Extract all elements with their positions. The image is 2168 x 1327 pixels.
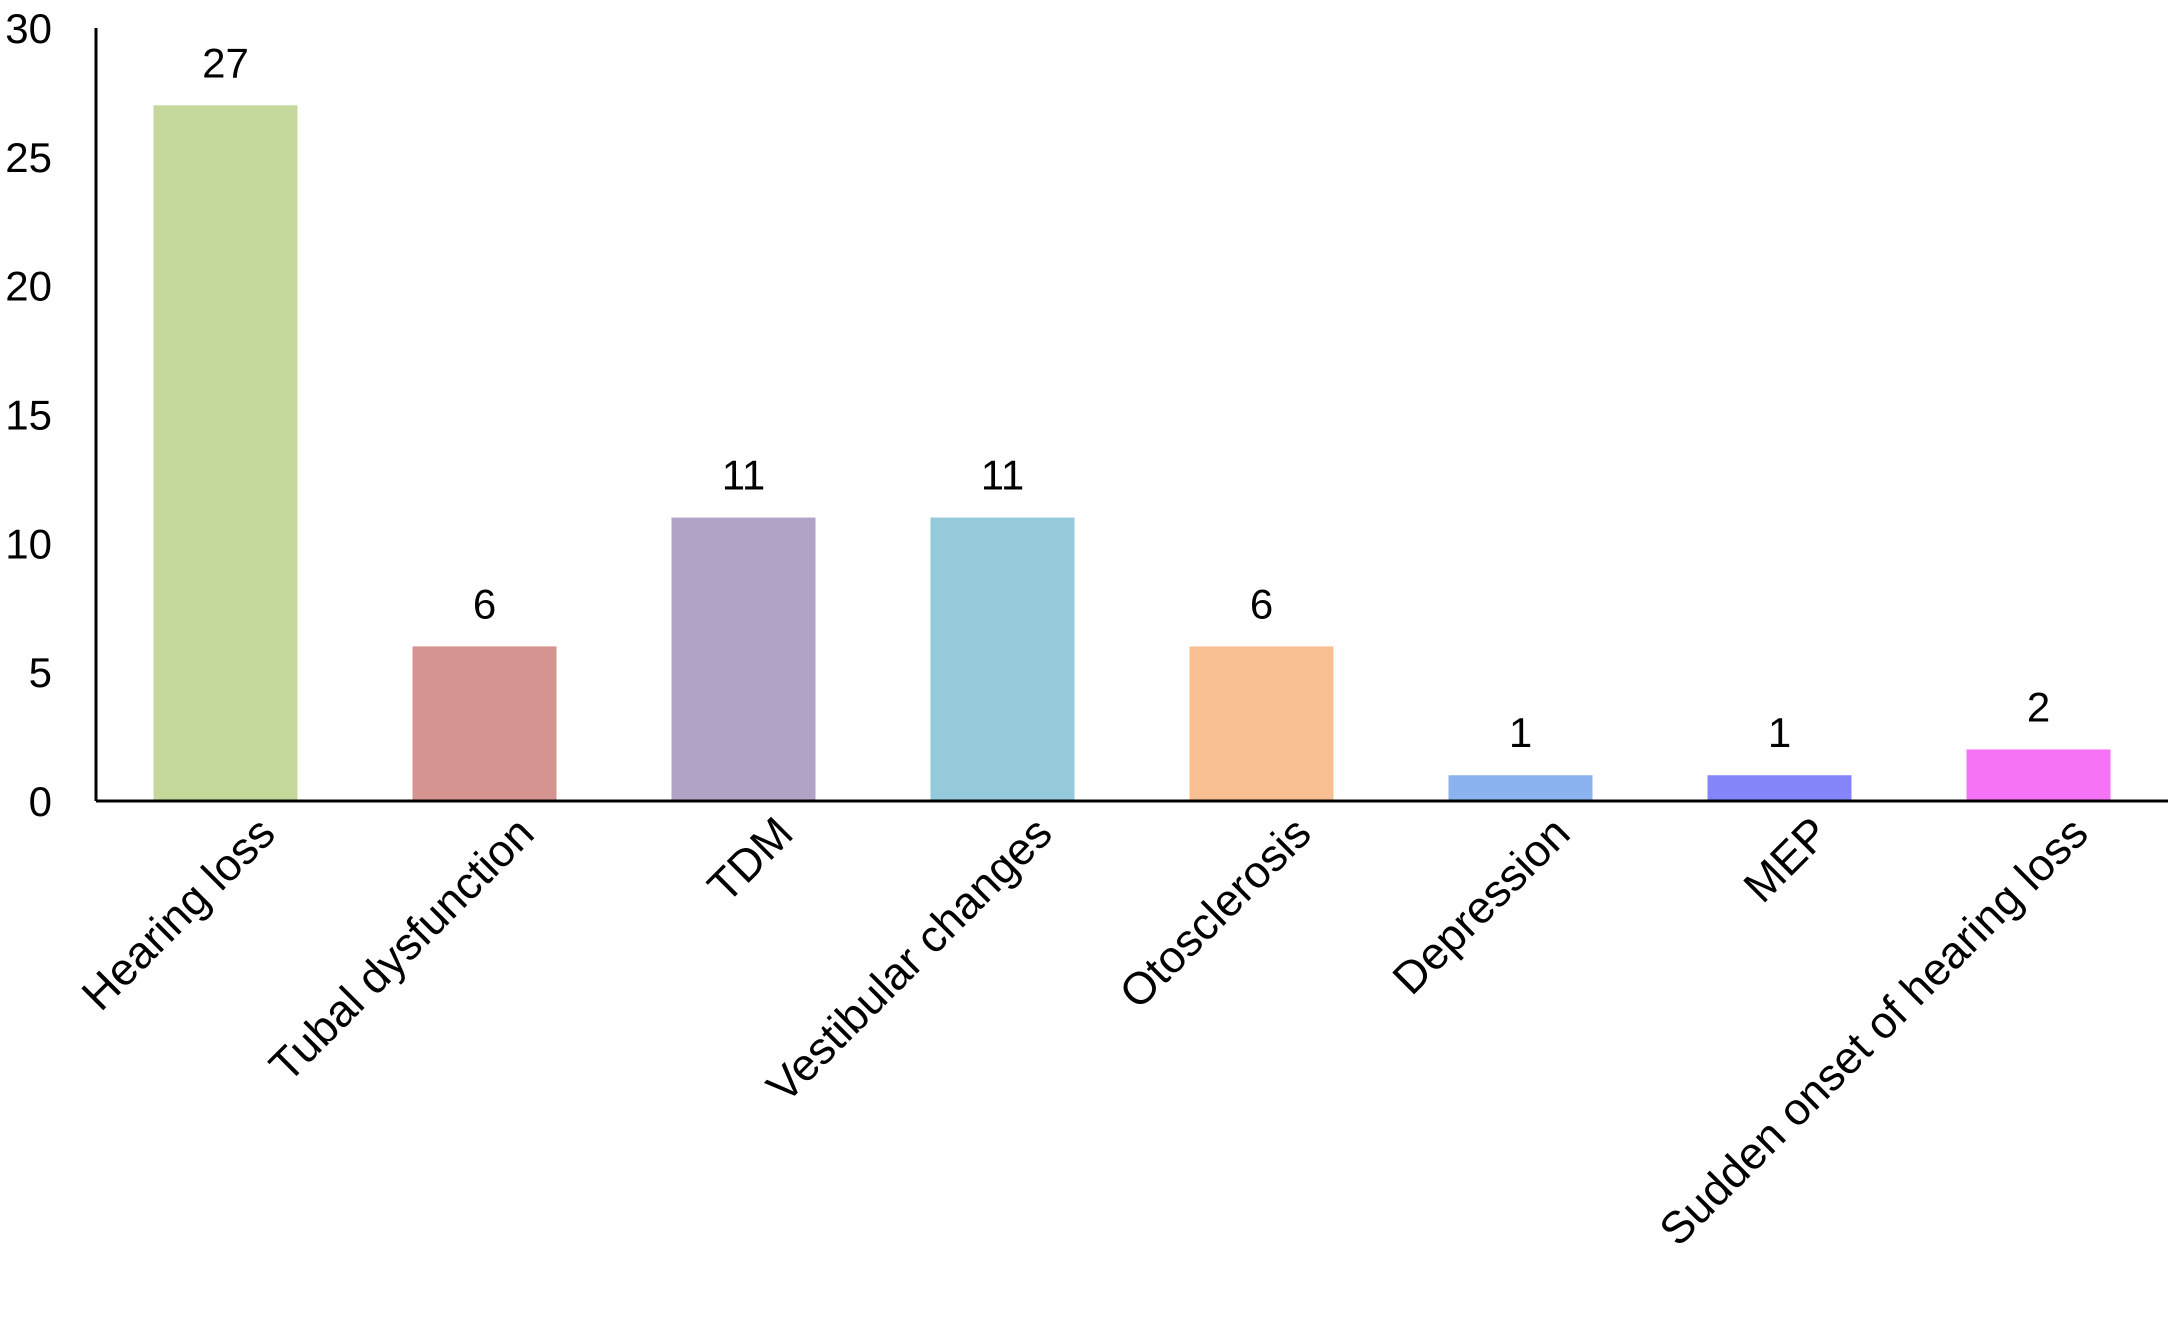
y-tick-label: 15	[5, 392, 52, 439]
bar	[1189, 646, 1334, 801]
bar	[412, 646, 557, 801]
x-tick-label: Depression	[1383, 807, 1580, 1004]
data-label: 11	[981, 452, 1025, 499]
data-label: 6	[1250, 580, 1273, 627]
x-tick-label: Sudden onset of hearing loss	[1649, 807, 2097, 1255]
data-label: 1	[1509, 709, 1532, 756]
data-label: 27	[202, 39, 249, 86]
x-tick-label: TDM	[698, 807, 803, 912]
y-axis-ticks: 0 5 10 15 20 25 30	[5, 5, 52, 825]
data-label: 11	[722, 452, 766, 499]
bar	[671, 517, 816, 801]
bar	[153, 105, 298, 802]
data-label: 1	[1768, 709, 1791, 756]
data-label: 2	[2027, 683, 2050, 730]
y-tick-label: 10	[5, 520, 52, 567]
y-tick-label: 25	[5, 134, 52, 181]
x-tick-label: Vestibular changes	[757, 807, 1062, 1112]
y-tick-label: 0	[29, 778, 52, 825]
data-label: 6	[473, 580, 496, 627]
bar	[1448, 775, 1593, 801]
bar	[930, 517, 1075, 801]
bar	[1707, 775, 1852, 801]
x-tick-label: Otosclerosis	[1109, 807, 1320, 1018]
bar	[1966, 749, 2111, 801]
x-tick-label: Hearing loss	[72, 807, 285, 1020]
bars	[153, 105, 2111, 802]
y-tick-label: 5	[29, 649, 52, 696]
x-tick-label: MEP	[1734, 807, 1839, 912]
x-tick-label: Tubal dysfunction	[259, 807, 543, 1091]
y-tick-label: 30	[5, 5, 52, 52]
y-tick-label: 20	[5, 263, 52, 310]
